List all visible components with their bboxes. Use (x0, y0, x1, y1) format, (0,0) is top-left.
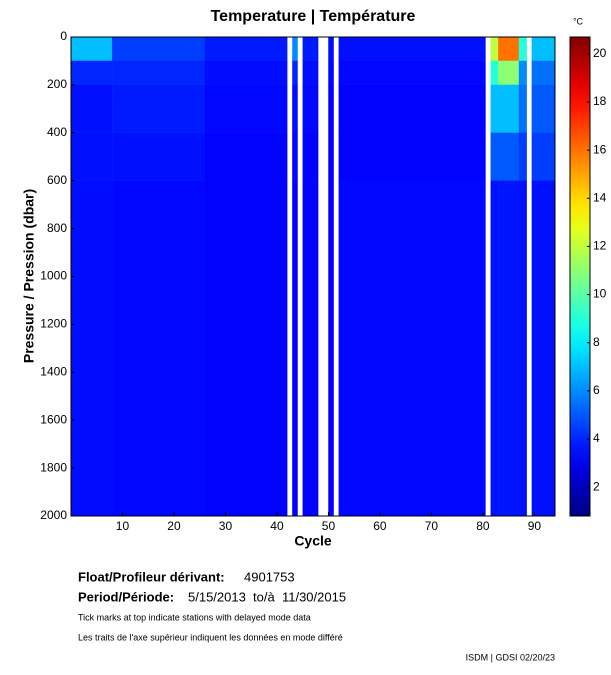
heat-cell (490, 84, 499, 133)
heat-cell (204, 180, 288, 517)
y-tick-label: 1200 (40, 317, 67, 331)
heat-cell (490, 180, 499, 517)
heat-cell (112, 36, 206, 62)
y-tick-label: 800 (47, 221, 67, 235)
heat-cell (518, 60, 527, 86)
y-tick-label: 200 (47, 77, 67, 91)
heat-cell (518, 84, 527, 133)
float-label: Float/Profileur dérivant: (78, 569, 225, 584)
y-tick-label: 600 (47, 173, 67, 187)
heat-cell (490, 60, 499, 86)
heat-cell (112, 132, 206, 181)
y-tick-label: 1800 (40, 460, 67, 474)
colorbar-label: °C (573, 16, 584, 26)
colorbar (569, 36, 591, 517)
heat-cell (292, 60, 298, 86)
heat-cell (498, 180, 520, 517)
y-tick-label: 1600 (40, 412, 67, 426)
heat-cell (338, 60, 486, 86)
heat-cell (328, 36, 334, 62)
heat-cell (498, 60, 520, 86)
heat-cell (490, 132, 499, 181)
x-tick-label: 10 (116, 519, 130, 533)
x-tick-label: 70 (425, 519, 439, 533)
heat-cell (70, 132, 113, 181)
heat-cell (204, 84, 288, 133)
heat-cell (204, 36, 288, 62)
y-tick-label: 1000 (40, 269, 67, 283)
y-tick-label: 2000 (40, 508, 67, 522)
heat-cell (531, 36, 556, 62)
heat-cell (112, 60, 206, 86)
float-id: 4901753 (244, 569, 295, 584)
heat-cell (292, 36, 298, 62)
y-axis-label: Pressure / Pression (dbar) (21, 189, 37, 363)
y-tick-label: 400 (47, 125, 67, 139)
heat-cell (531, 84, 556, 133)
chart-title: Temperature | Température (211, 8, 416, 25)
heat-cell (302, 36, 319, 62)
heat-cell (498, 36, 520, 62)
heat-cell (204, 60, 288, 86)
x-tick-label: 80 (476, 519, 490, 533)
colorbar-tick-label: 2 (593, 479, 600, 493)
heat-cell (338, 84, 486, 133)
heat-cell (70, 84, 113, 133)
note-en: Tick marks at top indicate stations with… (78, 612, 311, 622)
heat-cell (338, 132, 486, 181)
x-tick-label: 30 (219, 519, 233, 533)
colorbar-tick-label: 18 (593, 94, 607, 108)
period-label: Period/Période: (78, 589, 174, 604)
x-tick-label: 50 (322, 519, 336, 533)
heat-cell (292, 132, 298, 181)
heat-cell (292, 84, 298, 133)
heat-cell (302, 132, 319, 181)
y-tick-label: 0 (60, 29, 67, 43)
period: 5/15/2013 to/à 11/30/2015 (188, 589, 346, 604)
heat-cell (70, 180, 113, 517)
colorbar-tick-label: 8 (593, 335, 600, 349)
x-axis-label: Cycle (294, 533, 332, 549)
x-tick-label: 60 (373, 519, 387, 533)
heat-cell (498, 132, 520, 181)
heat-cell (498, 84, 520, 133)
heat-cell (302, 180, 319, 517)
heat-cell (302, 60, 319, 86)
heat-cell (70, 60, 113, 86)
heat-cell (328, 132, 334, 181)
heat-cell (531, 60, 556, 86)
heat-cell (204, 132, 288, 181)
heat-cell (112, 180, 206, 517)
heat-cell (518, 180, 527, 517)
heat-cell (490, 36, 499, 62)
footer: ISDM | GDSI 02/20/23 (466, 652, 555, 662)
heat-cell (518, 132, 527, 181)
heat-cell (328, 60, 334, 86)
colorbar-tick-label: 20 (593, 46, 607, 60)
heat-cell (112, 84, 206, 133)
x-tick-label: 20 (167, 519, 181, 533)
colorbar-tick-label: 10 (593, 287, 607, 301)
note-fr: Les traits de l'axe supérieur indiquent … (78, 632, 343, 642)
heat-cell (292, 180, 298, 517)
heat-cell (338, 180, 486, 517)
colorbar-tick-label: 6 (593, 383, 600, 397)
heat-cell (338, 36, 486, 62)
heat-cell (531, 132, 556, 181)
y-tick-label: 1400 (40, 364, 67, 378)
heat-cell (302, 84, 319, 133)
colorbar-tick-label: 16 (593, 142, 607, 156)
heat-cell (328, 180, 334, 517)
heat-cell (531, 180, 556, 517)
x-tick-label: 90 (528, 519, 542, 533)
heat-cell (328, 84, 334, 133)
colorbar-tick-label: 4 (593, 431, 600, 445)
heat-cell (518, 36, 527, 62)
x-tick-label: 40 (270, 519, 284, 533)
heat-cell (70, 36, 113, 62)
colorbar-tick-label: 14 (593, 190, 607, 204)
colorbar-tick-label: 12 (593, 239, 607, 253)
